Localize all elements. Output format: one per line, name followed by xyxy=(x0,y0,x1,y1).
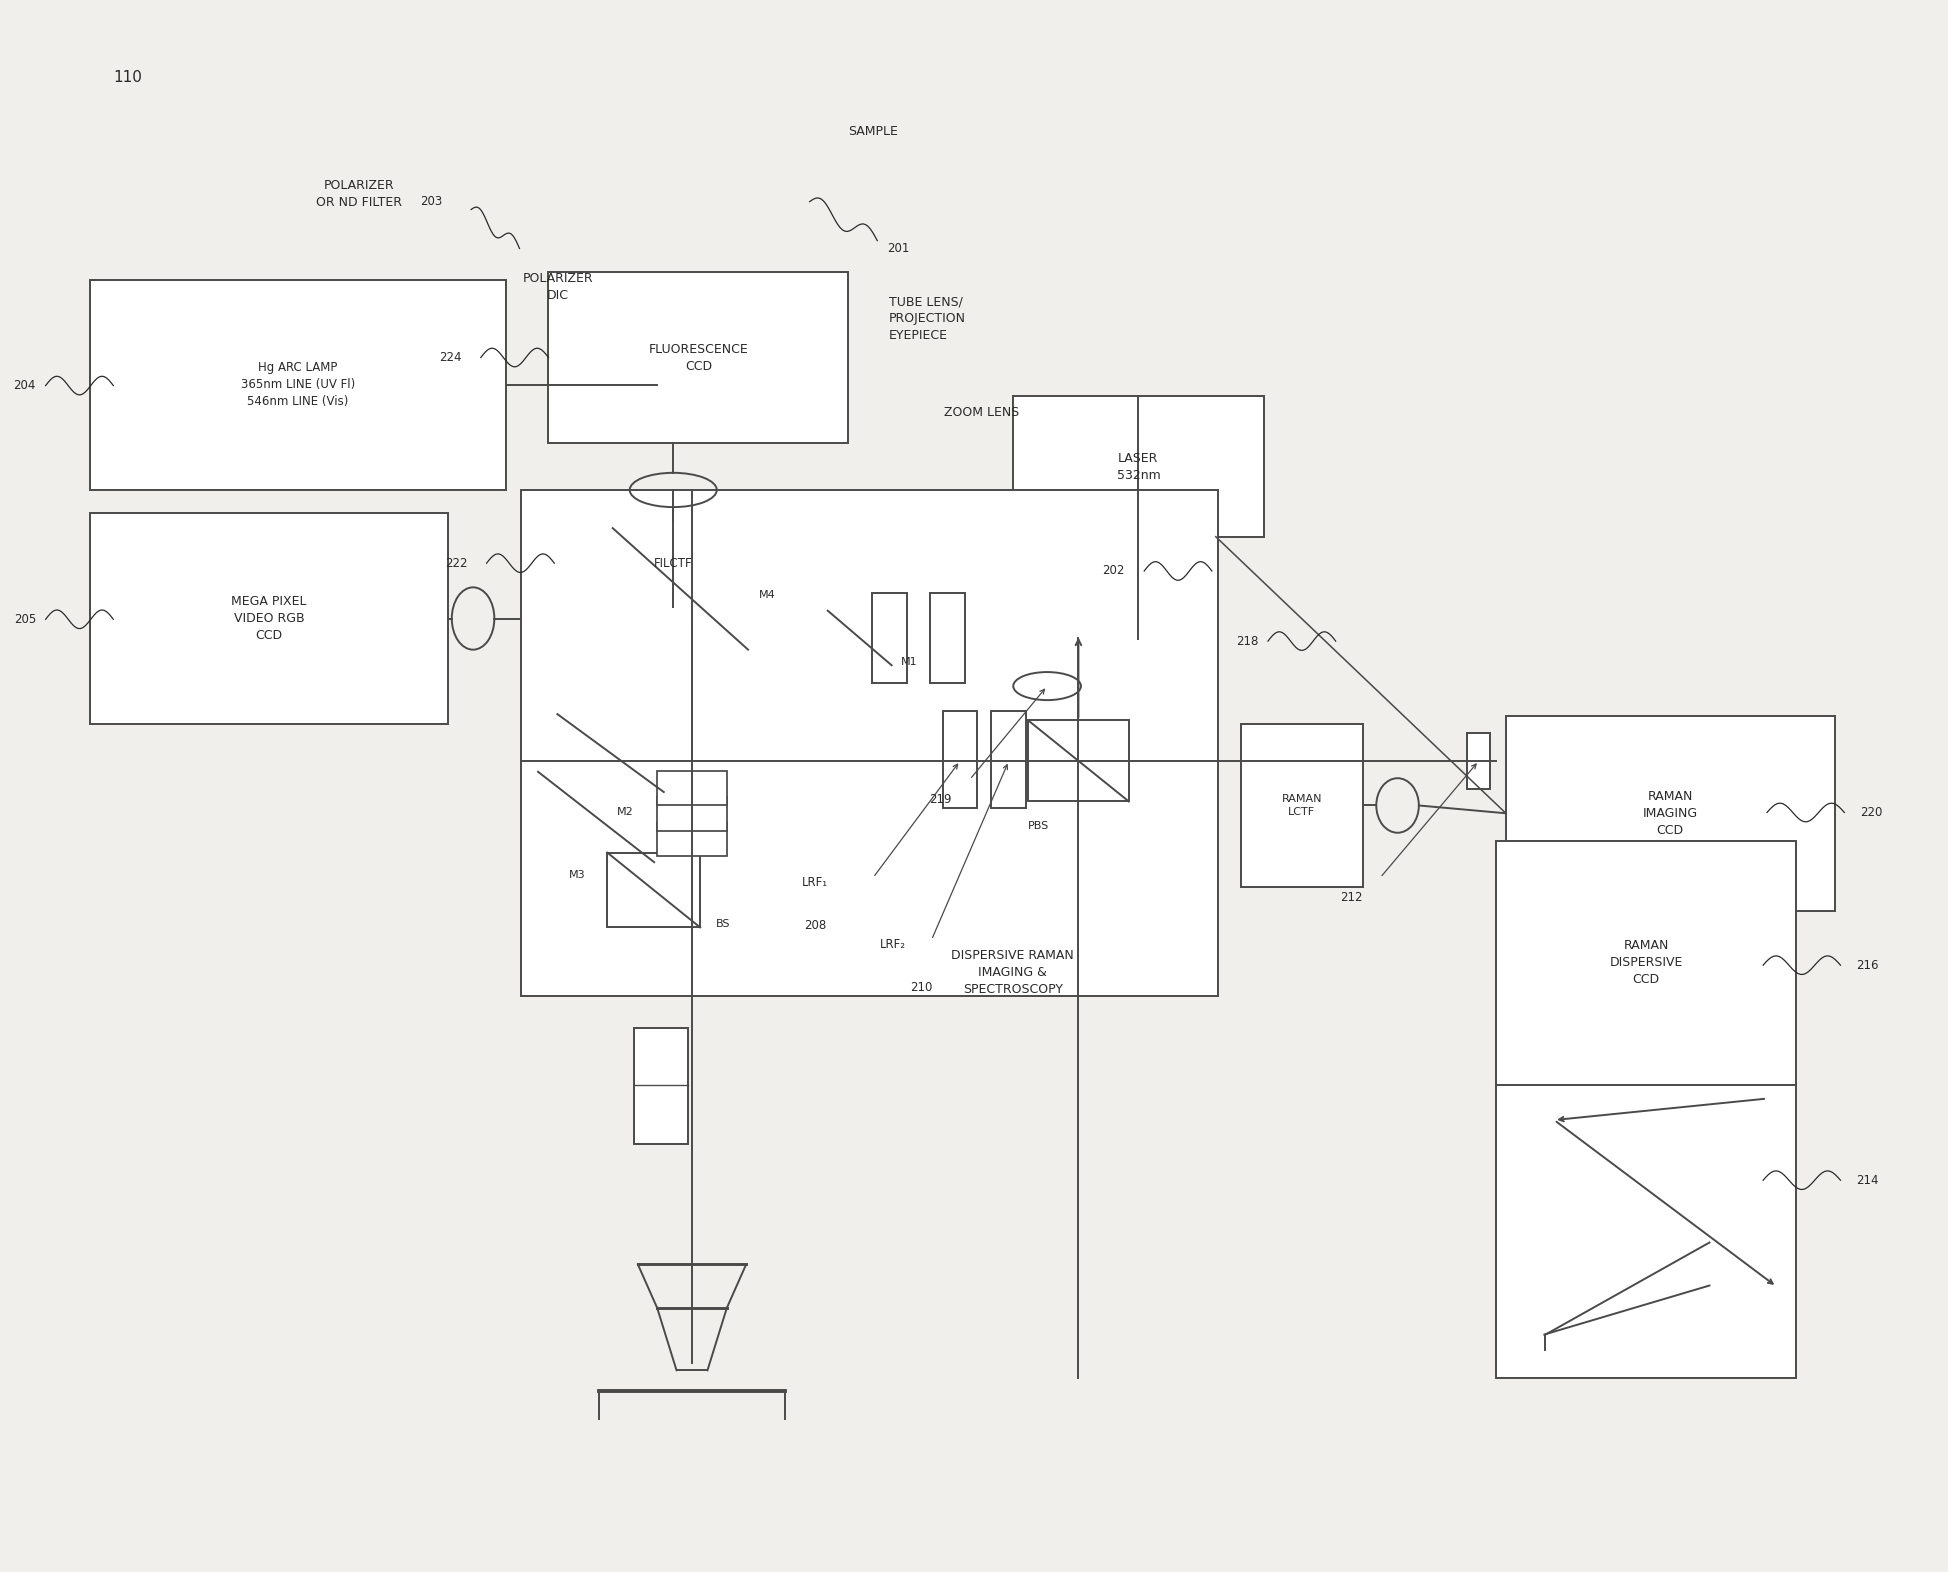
Bar xyxy=(943,711,978,808)
Text: 203: 203 xyxy=(421,195,442,208)
Text: 110: 110 xyxy=(113,69,142,85)
Text: 205: 205 xyxy=(14,613,35,626)
Bar xyxy=(633,1028,688,1144)
Bar xyxy=(581,522,766,607)
Text: 219: 219 xyxy=(929,792,953,806)
Bar xyxy=(656,797,727,830)
Text: TUBE LENS/
PROJECTION
EYEPIECE: TUBE LENS/ PROJECTION EYEPIECE xyxy=(888,296,966,343)
Bar xyxy=(992,711,1027,808)
Text: 212: 212 xyxy=(1340,891,1362,904)
Text: SAMPLE: SAMPLE xyxy=(847,126,898,138)
Text: 216: 216 xyxy=(1856,959,1878,971)
Text: RAMAN
IMAGING
CCD: RAMAN IMAGING CCD xyxy=(1642,789,1699,836)
Text: DISPERSIVE RAMAN
IMAGING &
SPECTROSCOPY: DISPERSIVE RAMAN IMAGING & SPECTROSCOPY xyxy=(951,949,1073,997)
Text: M3: M3 xyxy=(569,869,584,880)
Text: 201: 201 xyxy=(886,242,910,255)
Text: PBS: PBS xyxy=(1029,822,1050,832)
Text: POLARIZER
OR ND FILTER: POLARIZER OR ND FILTER xyxy=(316,179,401,209)
Text: ZOOM LENS: ZOOM LENS xyxy=(945,406,1019,418)
Text: LRF₂: LRF₂ xyxy=(880,938,906,951)
Text: 208: 208 xyxy=(805,920,826,932)
Bar xyxy=(931,593,964,682)
Text: M2: M2 xyxy=(618,808,633,817)
Text: 204: 204 xyxy=(14,379,35,391)
Text: 210: 210 xyxy=(910,981,933,995)
Text: LRF₁: LRF₁ xyxy=(803,876,828,888)
Bar xyxy=(549,272,847,443)
Text: POLARIZER
DIC: POLARIZER DIC xyxy=(522,272,594,302)
Bar xyxy=(90,514,448,723)
Bar xyxy=(90,280,506,490)
Text: RAMAN
DISPERSIVE
CCD: RAMAN DISPERSIVE CCD xyxy=(1609,940,1683,986)
Text: BS: BS xyxy=(715,920,730,929)
Bar xyxy=(1013,396,1264,536)
Text: Hg ARC LAMP
365nm LINE (UV Fl)
546nm LINE (Vis): Hg ARC LAMP 365nm LINE (UV Fl) 546nm LIN… xyxy=(242,362,355,409)
Bar xyxy=(1241,723,1364,887)
Text: M4: M4 xyxy=(760,590,775,601)
Bar xyxy=(873,593,908,682)
Bar xyxy=(1029,720,1128,802)
Bar xyxy=(656,822,727,857)
Text: 222: 222 xyxy=(444,556,468,569)
Text: FLUORESCENCE
CCD: FLUORESCENCE CCD xyxy=(649,343,748,373)
Bar xyxy=(522,490,1218,997)
Text: 220: 220 xyxy=(1860,806,1882,819)
Text: RAMAN
LCTF: RAMAN LCTF xyxy=(1282,794,1323,817)
Bar xyxy=(1506,715,1835,910)
Text: 214: 214 xyxy=(1856,1174,1878,1187)
Bar xyxy=(656,772,727,805)
Text: 218: 218 xyxy=(1235,635,1258,648)
Text: M1: M1 xyxy=(902,657,918,667)
Text: LASER
532nm: LASER 532nm xyxy=(1116,451,1161,481)
Bar xyxy=(1496,841,1796,1379)
Text: 202: 202 xyxy=(1103,564,1124,577)
Text: MEGA PIXEL
VIDEO RGB
CCD: MEGA PIXEL VIDEO RGB CCD xyxy=(232,596,306,641)
Bar xyxy=(608,852,699,927)
Text: 224: 224 xyxy=(438,351,462,365)
Text: FILCTF: FILCTF xyxy=(655,558,693,571)
Bar xyxy=(1467,733,1490,789)
